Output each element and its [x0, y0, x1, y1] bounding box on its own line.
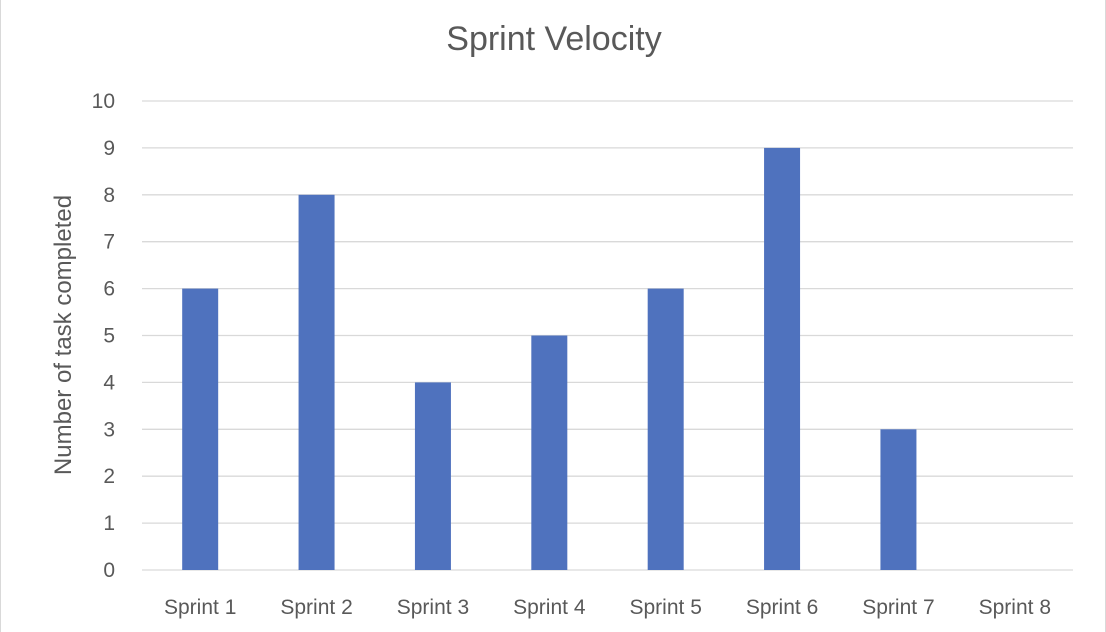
y-tick-label: 3 [103, 418, 115, 441]
chart-title: Sprint Velocity [446, 20, 661, 58]
y-tick-label: 9 [103, 137, 115, 160]
bars [182, 147, 917, 571]
y-tick-label: 6 [103, 278, 115, 301]
y-tick-label: 1 [103, 512, 115, 535]
bar [182, 288, 219, 570]
bar [531, 335, 568, 570]
x-axis-ticks: Sprint 1 Sprint 2 Sprint 3 Sprint 4 Sprint 5… [164, 596, 1051, 619]
x-tick-label: Sprint 7 [862, 596, 934, 619]
bar [880, 429, 917, 570]
x-tick-label: Sprint 3 [397, 596, 469, 619]
x-tick-label: Sprint 1 [164, 596, 236, 619]
y-tick-label: 7 [103, 231, 115, 254]
y-tick-label: 2 [103, 465, 115, 488]
bar [298, 194, 335, 571]
y-tick-label: 8 [103, 184, 115, 207]
gridlines [142, 100, 1073, 571]
y-tick-label: 10 [92, 90, 115, 113]
y-tick-label: 5 [103, 325, 115, 348]
y-tick-label: 0 [103, 559, 115, 582]
x-tick-label: Sprint 2 [280, 596, 352, 619]
bar [414, 382, 451, 570]
x-tick-label: Sprint 8 [979, 596, 1051, 619]
bar [764, 147, 801, 570]
y-axis-ticks: 0 1 2 3 4 5 6 7 8 9 10 [92, 90, 116, 582]
x-tick-label: Sprint 5 [630, 596, 702, 619]
y-tick-label: 4 [103, 371, 115, 394]
bar [647, 288, 684, 570]
y-axis-label: Number of task completed [50, 195, 77, 475]
x-tick-label: Sprint 6 [746, 596, 818, 619]
x-tick-label: Sprint 4 [513, 596, 586, 619]
